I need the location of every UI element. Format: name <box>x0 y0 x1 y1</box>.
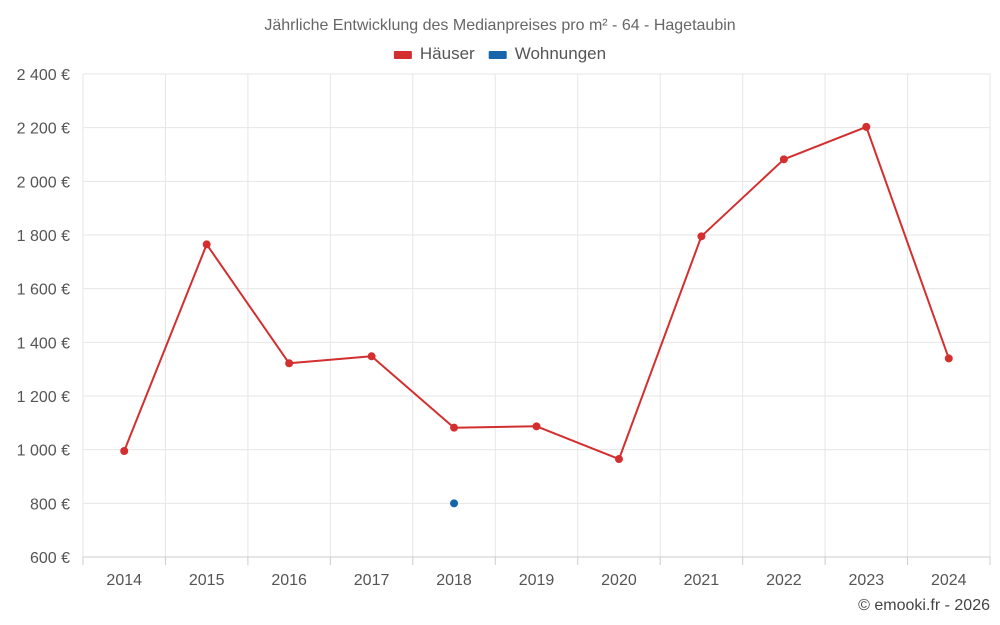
y-tick-label: 1 200 € <box>17 389 70 406</box>
series-layer <box>120 122 953 508</box>
x-tick-label: 2014 <box>106 572 142 589</box>
chart-title: Jährliche Entwicklung des Medianpreises … <box>264 17 735 34</box>
data-point <box>285 359 294 368</box>
y-tick-label: 1 400 € <box>17 335 70 352</box>
y-axis: 600 € 800 € 1 000 € 1 200 € 1 400 € 1 600 € 1 … <box>17 67 70 567</box>
x-tick-label: 2021 <box>684 572 720 589</box>
x-tick-label: 2022 <box>766 572 802 589</box>
data-point <box>944 354 953 363</box>
y-tick-label: 1 600 € <box>17 282 70 299</box>
x-tick-label: 2024 <box>931 572 967 589</box>
data-point <box>862 122 871 131</box>
legend-label: Wohnungen <box>515 44 606 63</box>
data-point <box>697 232 706 241</box>
data-point <box>450 499 459 508</box>
legend-swatch <box>393 51 412 59</box>
x-tick-label: 2016 <box>271 572 307 589</box>
y-tick-label: 2 200 € <box>17 121 70 138</box>
x-tick-label: 2017 <box>354 572 390 589</box>
data-point <box>614 455 623 464</box>
series-wohnungen <box>450 499 459 508</box>
legend-label: Häuser <box>420 44 475 63</box>
x-axis: 2014 2015 2016 2017 2018 2019 2020 2021 2022 2023… <box>82 556 991 589</box>
legend-item: Wohnungen <box>488 44 606 63</box>
series-h-user <box>120 122 953 464</box>
data-point <box>450 423 459 432</box>
x-tick-label: 2023 <box>849 572 885 589</box>
y-tick-label: 600 € <box>30 550 70 567</box>
x-tick-label: 2020 <box>601 572 637 589</box>
legend-item: Häuser <box>393 44 475 63</box>
chart-legend: Häuser Wohnungen <box>393 44 606 63</box>
grid-lines <box>82 73 991 558</box>
data-point <box>367 352 376 361</box>
y-tick-label: 1 000 € <box>17 443 70 460</box>
data-point <box>532 422 541 431</box>
data-point <box>202 240 211 249</box>
y-tick-label: 800 € <box>30 496 70 513</box>
y-tick-label: 2 000 € <box>17 174 70 191</box>
y-tick-label: 1 800 € <box>17 228 70 245</box>
data-point <box>779 155 788 164</box>
legend-swatch <box>488 51 507 59</box>
y-tick-label: 2 400 € <box>17 67 70 84</box>
x-tick-label: 2019 <box>519 572 555 589</box>
credit-text: © emooki.fr - 2026 <box>858 597 990 614</box>
data-point <box>120 447 129 456</box>
x-tick-label: 2015 <box>189 572 225 589</box>
x-tick-label: 2018 <box>436 572 472 589</box>
